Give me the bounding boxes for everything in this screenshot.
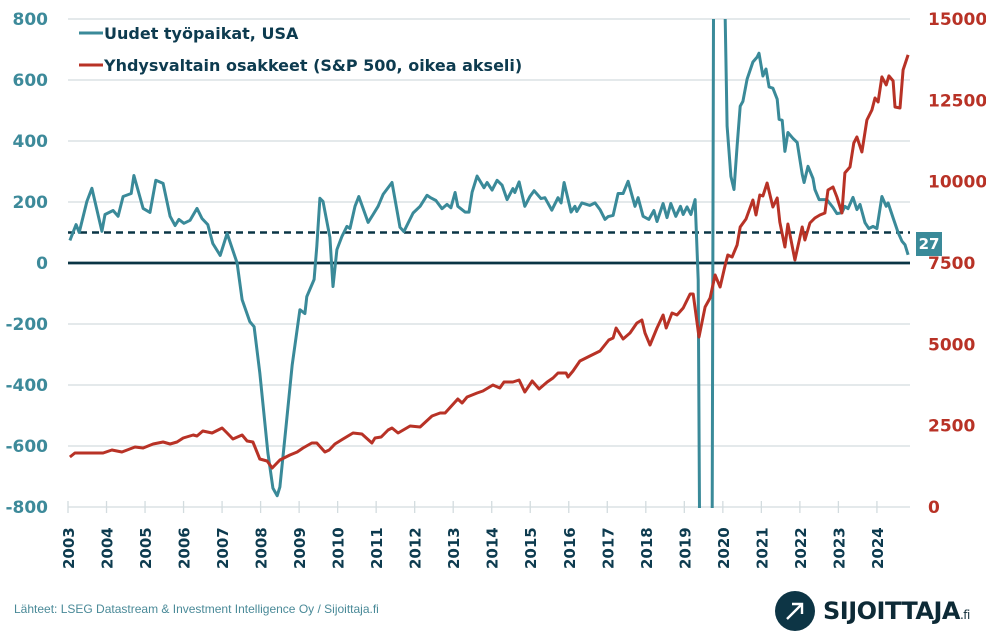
y-right-tick-label: 12500: [928, 91, 986, 111]
x-tick-label: 2005: [137, 527, 155, 569]
arrow-up-right-icon: [775, 591, 815, 631]
y-right-tick-label: 10000: [928, 173, 986, 193]
last-value-label: 27: [916, 232, 942, 256]
source-note: Lähteet: LSEG Datastream & Investment In…: [14, 602, 379, 616]
y-right-tick-label: 5000: [928, 335, 975, 355]
x-tick-label: 2023: [830, 527, 848, 569]
y-left-tick-label: 0: [36, 254, 48, 274]
legend: Uudet työpaikat, USA Yhdysvaltain osakke…: [79, 24, 522, 75]
y-left-tick-label: 200: [13, 193, 49, 213]
x-tick-label: 2010: [330, 527, 348, 569]
y-right-tick-label: 2500: [928, 417, 975, 437]
x-tick-label: 2016: [561, 527, 579, 569]
y-left-tick-label: -600: [5, 437, 48, 457]
x-tick-label: 2018: [638, 527, 656, 569]
y-right-tick-label: 7500: [928, 254, 975, 274]
x-tick-label: 2022: [792, 527, 810, 569]
y-right-tick-label: 15000: [928, 10, 986, 30]
x-tick-label: 2009: [291, 527, 309, 569]
x-axis: 2003 2004 2005 2006 2007 2008 2009 2010 2011 2012…: [60, 501, 887, 569]
logo-suffix: .fi: [959, 608, 970, 622]
x-tick-label: 2003: [60, 527, 78, 569]
x-tick-label: 2021: [753, 527, 771, 569]
series-line-sp500: [68, 54, 910, 470]
x-tick-label: 2019: [676, 527, 694, 569]
left-y-axis: 800 600 400 200 0 -200 -400 -600 -800: [5, 10, 48, 518]
series-lines: [68, 19, 910, 508]
x-tick-label: 2008: [253, 527, 271, 569]
x-tick-label: 2012: [407, 527, 425, 569]
legend-label-sp500: Yhdysvaltain osakkeet (S&P 500, oikea ak…: [103, 56, 522, 75]
x-tick-label: 2006: [176, 527, 194, 569]
y-left-tick-label: -400: [5, 376, 48, 396]
x-tick-label: 2020: [715, 527, 733, 569]
x-tick-label: 2011: [368, 527, 386, 569]
series-line-jobs: [68, 19, 910, 508]
sijoittaja-logo: SIJOITTAJA.fi: [775, 589, 970, 633]
logo-name: SIJOITTAJA: [823, 597, 960, 625]
y-left-tick-label: -800: [5, 498, 48, 518]
y-left-tick-label: 800: [13, 10, 49, 30]
x-tick-label: 2013: [445, 527, 463, 569]
y-left-tick-label: 600: [13, 71, 49, 91]
reference-lines: [68, 231, 910, 265]
x-tick-label: 2017: [599, 527, 617, 569]
x-tick-label: 2015: [522, 527, 540, 569]
gridlines: [68, 18, 910, 508]
x-tick-label: 2004: [99, 527, 117, 569]
y-left-tick-label: 400: [13, 132, 49, 152]
right-y-axis: 15000 12500 10000 7500 5000 2500 0: [928, 10, 986, 518]
legend-label-jobs: Uudet työpaikat, USA: [104, 24, 299, 43]
y-right-tick-label: 0: [928, 498, 940, 518]
x-tick-label: 2024: [869, 527, 887, 569]
y-left-tick-label: -200: [5, 315, 48, 335]
x-tick-label: 2007: [214, 527, 232, 569]
logo-wordmark: SIJOITTAJA.fi: [823, 597, 970, 625]
line-chart: 2003 2004 2005 2006 2007 2008 2009 2010 2011 2012…: [5, 10, 986, 569]
x-tick-label: 2014: [484, 527, 502, 569]
